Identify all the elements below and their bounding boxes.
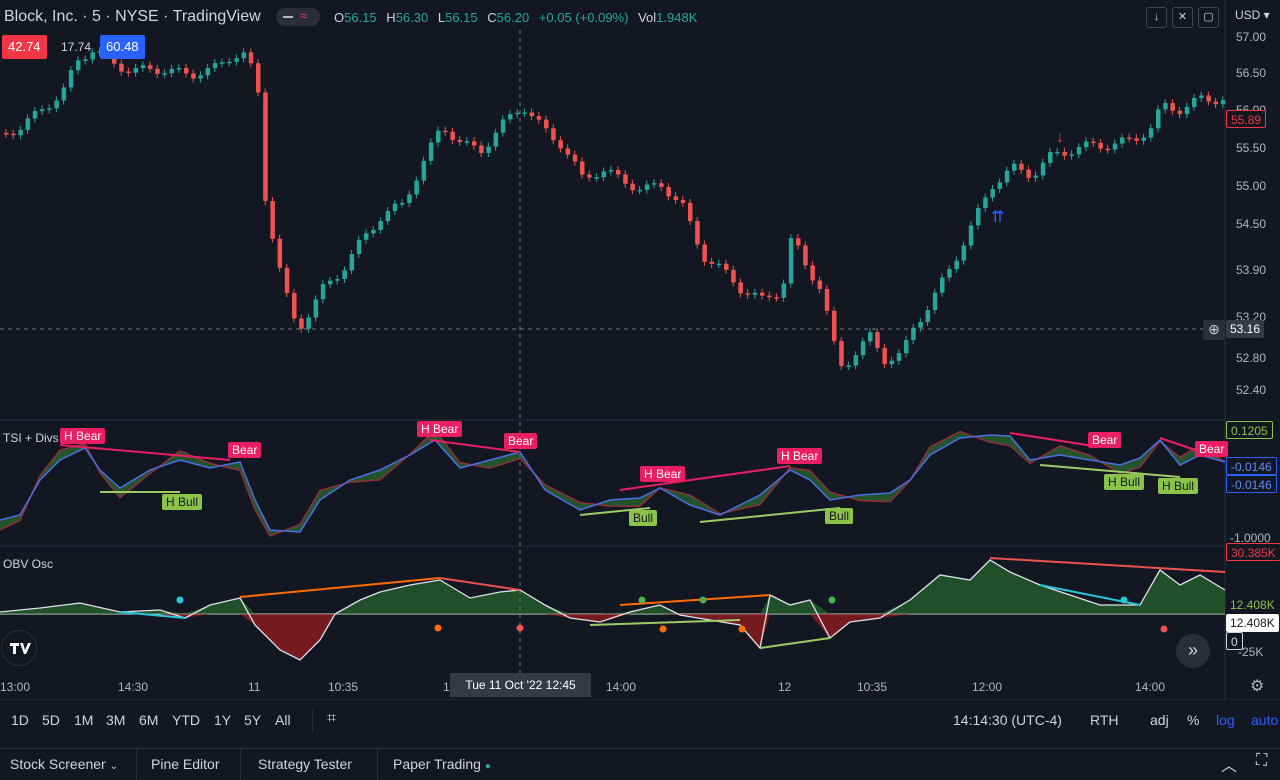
indicator-toggle-pill[interactable]: ≈: [276, 8, 320, 26]
tsi-indicator: [0, 429, 1226, 537]
tradingview-logo-icon[interactable]: [1, 630, 37, 666]
price-axis-tick: 54.50: [1236, 217, 1267, 231]
range-button-3m[interactable]: 3M: [106, 712, 126, 728]
bull-divergence-label: Bull: [825, 508, 854, 524]
time-axis-tick: 11: [248, 680, 261, 694]
divider: [136, 748, 137, 780]
collapse-icon[interactable]: ✕: [1172, 7, 1193, 28]
crosshair-time-tag: Tue 11 Oct '22 12:45: [450, 673, 591, 697]
adjust-data-toggle[interactable]: adj: [1150, 712, 1169, 728]
range-button-1m[interactable]: 1M: [74, 712, 94, 728]
time-axis-tick: 14:30: [118, 680, 149, 694]
time-axis-tick: 12:00: [972, 680, 1003, 694]
session-toggle[interactable]: RTH: [1090, 712, 1119, 728]
time-axis-tick: 10:35: [328, 680, 359, 694]
divider: [240, 748, 241, 780]
bull-divergence-label: H Bull: [1104, 474, 1145, 490]
range-button-5d[interactable]: 5D: [42, 712, 60, 728]
bottom-panel-bar: [0, 748, 1280, 780]
obv-pane-label[interactable]: OBV Osc: [3, 557, 54, 571]
timezone-clock[interactable]: 14:14:30 (UTC-4): [953, 712, 1062, 728]
price-axis-tick: 52.40: [1236, 383, 1267, 397]
bear-divergence-label: H Bear: [640, 466, 686, 482]
candlestick-series: ⇈↓: [4, 46, 1226, 370]
obv-indicator: [0, 557, 1226, 661]
maximize-icon[interactable]: ▢: [1198, 7, 1219, 28]
time-axis-tick: 14:00: [1135, 680, 1166, 694]
arrow-down-icon[interactable]: ↓: [1146, 7, 1167, 28]
spread-value: 17.74: [61, 40, 92, 54]
bull-divergence-label: H Bull: [1158, 478, 1199, 494]
tsi-axis-tick: -1.0000: [1230, 531, 1271, 545]
obv-value-tag: 12.408K: [1226, 614, 1279, 632]
svg-text:⇈: ⇈: [991, 209, 1004, 226]
tab-pine-editor[interactable]: Pine Editor: [151, 756, 220, 772]
bear-divergence-label: Bear: [1088, 432, 1122, 448]
tab-stock-screener[interactable]: Stock Screener ⌄: [10, 756, 118, 772]
buy-price-button[interactable]: 60.48: [100, 35, 145, 59]
tsi-signal-tag-2: -0.0146: [1226, 475, 1277, 493]
time-axis-tick: 12: [778, 680, 792, 694]
chevron-down-icon: ⌄: [109, 761, 118, 772]
date-range-calendar-icon[interactable]: ⌗: [327, 710, 337, 727]
auto-scale-toggle[interactable]: auto: [1251, 712, 1279, 728]
chart-canvas[interactable]: ⇈↓: [0, 0, 1280, 700]
time-axis-tick: 1: [443, 680, 450, 694]
bear-divergence-label: H Bear: [60, 428, 106, 444]
time-axis-tick: 10:35: [857, 680, 888, 694]
time-axis-tick: 14:00: [606, 680, 637, 694]
tsi-pane-label[interactable]: TSI + Divs: [3, 431, 59, 445]
price-axis-tick: 56.50: [1236, 66, 1267, 80]
sell-price-button[interactable]: 42.74: [2, 35, 47, 59]
scroll-to-realtime-button[interactable]: »: [1176, 634, 1210, 668]
divider: [312, 710, 313, 732]
percent-scale-toggle[interactable]: %: [1187, 712, 1200, 728]
obv-mid-tag: 12.408K: [1226, 596, 1279, 614]
bear-divergence-label: Bear: [1195, 441, 1229, 457]
add-alert-plus-icon[interactable]: ⊕: [1203, 320, 1225, 340]
range-button-ytd[interactable]: YTD: [172, 712, 200, 728]
log-scale-toggle[interactable]: log: [1216, 712, 1235, 728]
bear-divergence-label: Bear: [504, 433, 538, 449]
range-button-1y[interactable]: 1Y: [214, 712, 232, 728]
price-axis-tick: 53.90: [1236, 263, 1267, 277]
price-axis-tick: 52.80: [1236, 351, 1267, 365]
range-button-6m[interactable]: 6M: [139, 712, 159, 728]
settings-gear-icon[interactable]: ⚙: [1250, 678, 1265, 695]
divider: [377, 748, 378, 780]
symbol-title[interactable]: Block, Inc. · 5 · NYSE · TradingView: [4, 8, 261, 25]
obv-zero-tag: 0: [1226, 632, 1243, 650]
range-button-all[interactable]: All: [275, 712, 291, 728]
wave-icon: ≈: [300, 8, 308, 23]
bear-divergence-label: Bear: [228, 442, 262, 458]
time-axis-tick: 13:00: [0, 680, 31, 694]
price-axis-tick: 55.00: [1236, 179, 1267, 193]
currency-selector[interactable]: USD ▾: [1235, 8, 1270, 22]
range-button-5y[interactable]: 5Y: [244, 712, 262, 728]
range-button-1d[interactable]: 1D: [11, 712, 29, 728]
tsi-signal-tag: -0.0146: [1226, 457, 1277, 475]
minus-icon: [283, 16, 293, 18]
tab-paper-trading[interactable]: Paper Trading ●: [393, 756, 491, 772]
price-axis-tick: 57.00: [1236, 30, 1267, 44]
ohlc-legend: O56.15 H56.30 L56.15 C56.20 +0.05 (+0.09…: [334, 10, 698, 25]
bear-divergence-label: H Bear: [777, 448, 823, 464]
tsi-value-tag: 0.1205: [1226, 421, 1273, 439]
crosshair-price-tag: 53.16: [1226, 320, 1265, 338]
obv-top-tag: 30.385K: [1226, 543, 1280, 561]
tab-strategy-tester[interactable]: Strategy Tester: [258, 756, 352, 772]
bull-divergence-label: Bull: [629, 510, 658, 526]
last-price-tag: 55.89: [1226, 110, 1267, 128]
svg-text:↓: ↓: [1056, 129, 1064, 146]
bear-divergence-label: H Bear: [417, 421, 463, 437]
price-axis-tick: 55.50: [1236, 141, 1267, 155]
status-dot-icon: ●: [484, 761, 491, 772]
bull-divergence-label: H Bull: [162, 494, 203, 510]
obv-axis-tick: -25K: [1238, 645, 1264, 659]
fullscreen-icon[interactable]: ⛶: [1256, 752, 1268, 769]
chevron-up-icon[interactable]: ︿: [1221, 758, 1238, 775]
